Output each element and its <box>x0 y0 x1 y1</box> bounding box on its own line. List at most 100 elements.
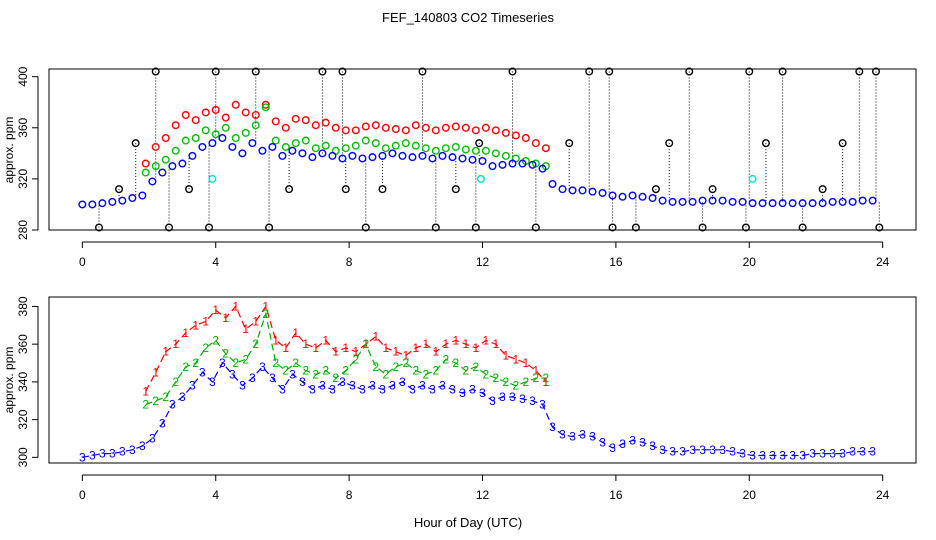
data-point <box>491 149 500 158</box>
data-point <box>468 155 477 164</box>
data-point <box>501 151 510 160</box>
data-point <box>418 151 427 160</box>
point-label: 3 <box>79 450 86 464</box>
point-label: 3 <box>239 379 246 393</box>
point-label: 3 <box>379 382 386 396</box>
x-tick-label: 4 <box>212 488 219 502</box>
point-label: 3 <box>629 433 636 447</box>
x-tick-label: 4 <box>212 255 219 269</box>
data-point <box>685 67 694 76</box>
data-point <box>361 122 370 131</box>
data-point <box>421 144 430 153</box>
point-label: 3 <box>89 448 96 462</box>
data-point <box>271 136 280 145</box>
x-tick-label: 8 <box>346 488 353 502</box>
data-point <box>391 125 400 134</box>
data-point <box>178 159 187 168</box>
data-point <box>161 155 170 164</box>
point-label: 3 <box>619 437 626 451</box>
point-label: 3 <box>309 382 316 396</box>
data-point <box>875 223 884 232</box>
data-point <box>558 185 567 194</box>
data-point <box>855 67 864 76</box>
point-label: 1 <box>172 337 179 351</box>
data-point <box>388 149 397 158</box>
point-label: 1 <box>362 337 369 351</box>
data-point <box>541 144 550 153</box>
data-point <box>201 126 210 135</box>
point-label: 3 <box>689 443 696 457</box>
point-label: 3 <box>719 443 726 457</box>
x-tick-label: 24 <box>876 255 890 269</box>
point-label: 3 <box>579 428 586 442</box>
point-label: 3 <box>99 447 106 461</box>
point-label: 3 <box>329 382 336 396</box>
outlier-point <box>748 174 757 183</box>
point-label: 2 <box>382 367 389 381</box>
point-label: 1 <box>442 337 449 351</box>
data-point <box>848 197 857 206</box>
data-point <box>838 197 847 206</box>
point-label: 3 <box>729 445 736 459</box>
data-point <box>471 146 480 155</box>
data-point <box>521 133 530 142</box>
data-point <box>538 164 547 173</box>
point-label: 1 <box>192 318 199 332</box>
point-label: 2 <box>412 364 419 378</box>
point-label: 3 <box>219 356 226 370</box>
data-point <box>261 103 270 112</box>
data-point <box>398 151 407 160</box>
data-point <box>658 196 667 205</box>
point-label: 2 <box>202 341 209 355</box>
data-point <box>818 199 827 208</box>
data-point <box>448 153 457 162</box>
point-label: 3 <box>299 375 306 389</box>
data-point <box>151 162 160 171</box>
data-point <box>331 123 340 132</box>
data-point <box>98 199 107 208</box>
data-point <box>221 113 230 122</box>
data-point <box>508 159 517 168</box>
data-point <box>688 197 697 206</box>
data-point <box>461 145 470 154</box>
series-line <box>82 361 873 458</box>
point-label: 3 <box>439 379 446 393</box>
data-point <box>278 151 287 160</box>
data-point <box>88 200 97 209</box>
point-label: 3 <box>679 445 686 459</box>
data-point <box>205 223 214 232</box>
point-label: 3 <box>569 430 576 444</box>
data-point <box>418 67 427 76</box>
point-label: 2 <box>282 364 289 378</box>
data-point <box>78 200 87 209</box>
point-label: 2 <box>372 360 379 374</box>
data-point <box>798 223 807 232</box>
data-point <box>461 123 470 132</box>
point-label: 3 <box>649 439 656 453</box>
data-point <box>228 142 237 151</box>
data-point <box>151 142 160 151</box>
point-label: 3 <box>869 445 876 459</box>
data-point <box>808 199 817 208</box>
data-point <box>301 136 310 145</box>
data-point <box>341 185 350 194</box>
point-label: 1 <box>212 303 219 317</box>
data-point <box>391 141 400 150</box>
data-point <box>318 149 327 158</box>
point-label: 2 <box>352 352 359 366</box>
data-point <box>161 133 170 142</box>
point-label: 1 <box>252 315 259 329</box>
data-point <box>351 126 360 135</box>
point-label: 3 <box>429 382 436 396</box>
data-point <box>838 139 847 148</box>
data-point <box>778 67 787 76</box>
point-label: 3 <box>279 382 286 396</box>
figure-title: FEF_140803 CO2 Timeseries <box>382 10 554 25</box>
data-point <box>451 122 460 131</box>
point-label: 2 <box>162 390 169 404</box>
point-label: 3 <box>809 447 816 461</box>
point-label: 1 <box>452 333 459 347</box>
data-point <box>381 144 390 153</box>
data-point <box>408 153 417 162</box>
